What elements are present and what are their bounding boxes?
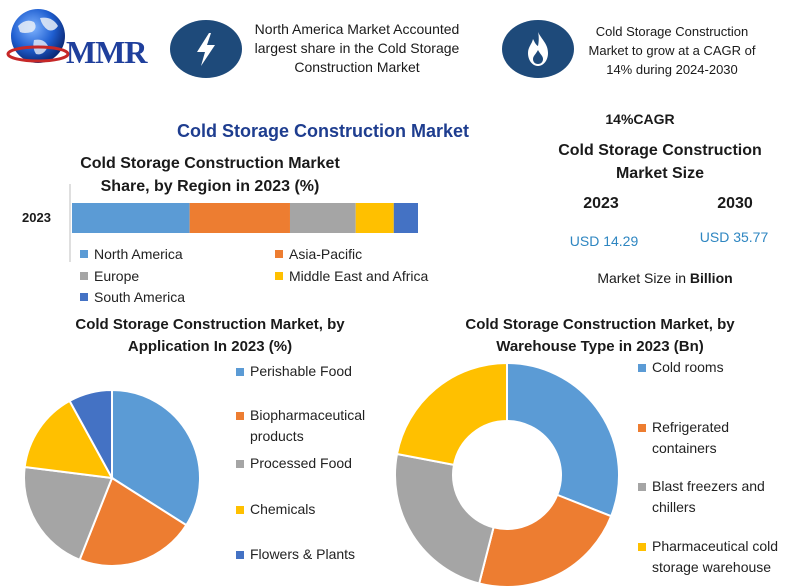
warehouse-title-line-2: Warehouse Type in 2023 (Bn): [496, 338, 704, 355]
legend-swatch: [236, 412, 244, 420]
legend-label-line: Processed Food: [250, 455, 352, 471]
application-legend-flowers-plants: Flowers & Plants: [236, 544, 355, 565]
application-legend-perishable-food: Perishable Food: [236, 361, 352, 382]
year-2023: 2023: [583, 195, 619, 212]
legend-label-line: Blast freezers and: [652, 478, 765, 494]
region-bar-asia-pacific: [189, 203, 290, 233]
logo-text: MMR: [66, 34, 148, 70]
year-2030: 2030: [717, 195, 753, 212]
warehouse-slice-cold-rooms: [506, 361, 620, 518]
callout-1-line-3: Construction Market: [294, 59, 420, 75]
legend-label-line: Refrigerated: [652, 419, 730, 435]
legend-label-line: Flowers & Plants: [250, 546, 356, 562]
legend-label-line: Perishable Food: [250, 363, 352, 379]
unit-bold: Billion: [689, 270, 733, 286]
application-slice-flowers-plants: [68, 388, 113, 479]
legend-label-line: containers: [652, 440, 717, 456]
application-chart-title: Cold Storage Construction Market, by App…: [40, 314, 380, 358]
application-slice-processed-food: [23, 465, 114, 562]
flame-badge: [502, 20, 574, 78]
warehouse-legend-refrigerated-containers: Refrigerated containers: [638, 417, 729, 459]
callout-cagr: Cold Storage Construction Market to grow…: [572, 22, 772, 79]
warehouse-title-line-1: Cold Storage Construction Market, by: [465, 316, 735, 333]
legend-label-line: Cold rooms: [652, 359, 724, 375]
warehouse-legend-pharmaceutical-cold-storage-warehouse: Pharmaceutical cold storage warehouse: [638, 536, 778, 578]
warehouse-legend-blast-freezers-and-chillers: Blast freezers and chillers: [638, 476, 765, 518]
market-size-title-line-2: Market Size: [615, 165, 705, 182]
unit-prefix: Market Size in: [597, 270, 690, 286]
region-bar-north-america: [72, 203, 190, 233]
legend-swatch: [80, 250, 88, 258]
callout-1-line-2: largest share in the Cold Storage: [254, 40, 460, 56]
region-legend-middle-east-and-africa: Middle East and Africa: [275, 268, 428, 284]
legend-label: Europe: [94, 268, 140, 284]
legend-swatch: [80, 272, 88, 280]
legend-swatch: [80, 293, 88, 301]
market-size-title: Cold Storage Construction Market Size: [540, 139, 780, 185]
market-size-unit: Market Size in Billion: [560, 270, 770, 286]
region-title-line-1: Cold Storage Construction Market: [80, 155, 340, 172]
legend-swatch: [275, 272, 283, 280]
legend-label-line: Pharmaceutical cold: [652, 538, 779, 554]
legend-swatch: [236, 368, 244, 376]
main-title: Cold Storage Construction Market: [176, 121, 470, 141]
warehouse-slice-refrigerated-containers: [477, 493, 613, 588]
region-row-label: 2023: [22, 210, 51, 225]
application-title-line-1: Cold Storage Construction Market, by: [75, 316, 345, 333]
legend-label: South America: [94, 289, 186, 305]
application-legend-processed-food: Processed Food: [236, 453, 352, 474]
warehouse-slice-pharmaceutical-cold-storage-warehouse: [395, 361, 508, 467]
legend-label: Asia-Pacific: [289, 246, 363, 262]
application-legend-biopharmaceutical-products: Biopharmaceutical products: [236, 405, 365, 447]
warehouse-slice-blast-freezers-and-chillers: [394, 452, 495, 585]
legend-swatch: [638, 483, 646, 491]
warehouse-legend-cold-rooms: Cold rooms: [638, 357, 724, 378]
application-slice-biopharmaceutical-products: [78, 476, 188, 567]
legend-swatch: [236, 506, 244, 514]
legend-label: Middle East and Africa: [289, 268, 429, 284]
lightning-badge: [170, 20, 242, 78]
region-legend-asia-pacific: Asia-Pacific: [275, 246, 362, 262]
globe-icon: [6, 9, 70, 63]
legend-swatch: [236, 551, 244, 559]
value-2023: USD 14.29: [569, 233, 639, 249]
region-legend-europe: Europe: [80, 268, 139, 284]
callout-2-line-3: 14% during 2024-2030: [606, 62, 738, 77]
warehouse-chart-title: Cold Storage Construction Market, by War…: [420, 314, 780, 358]
region-bar-middle-east-and-africa: [355, 203, 394, 233]
legend-label-line: Chemicals: [250, 501, 316, 517]
cagr-label: 14%CAGR: [605, 111, 675, 127]
application-slice-chemicals: [23, 399, 114, 480]
application-legend-chemicals: Chemicals: [236, 499, 315, 520]
region-bar-europe: [289, 203, 356, 233]
region-legend-north-america: North America: [80, 246, 183, 262]
legend-label-line: products: [250, 428, 304, 444]
legend-swatch: [638, 543, 646, 551]
callout-2-line-2: Market to grow at a CAGR of: [588, 43, 756, 58]
flame-icon: [528, 32, 548, 66]
value-2030: USD 35.77: [699, 229, 769, 245]
legend-swatch: [236, 460, 244, 468]
legend-label-line: chillers: [652, 499, 696, 515]
legend-swatch: [275, 250, 283, 258]
callout-north-america: North America Market Accounted largest s…: [232, 20, 482, 77]
mmr-logo: [4, 6, 164, 74]
legend-label-line: Biopharmaceutical: [250, 407, 366, 423]
region-chart-title: Cold Storage Construction Market Share, …: [40, 152, 380, 198]
lightning-icon: [197, 33, 215, 66]
legend-swatch: [638, 424, 646, 432]
region-legend-south-america: South America: [80, 289, 185, 305]
legend-label: North America: [94, 246, 183, 262]
legend-swatch: [638, 364, 646, 372]
callout-1-line-1: North America Market Accounted: [254, 21, 460, 37]
region-title-line-2: Share, by Region in 2023 (%): [100, 178, 320, 195]
callout-2-line-1: Cold Storage Construction: [595, 24, 749, 39]
region-bar-south-america: [393, 203, 418, 233]
market-size-title-line-1: Cold Storage Construction: [558, 142, 762, 159]
application-title-line-2: Application In 2023 (%): [127, 338, 293, 355]
legend-label-line: storage warehouse: [652, 559, 772, 575]
